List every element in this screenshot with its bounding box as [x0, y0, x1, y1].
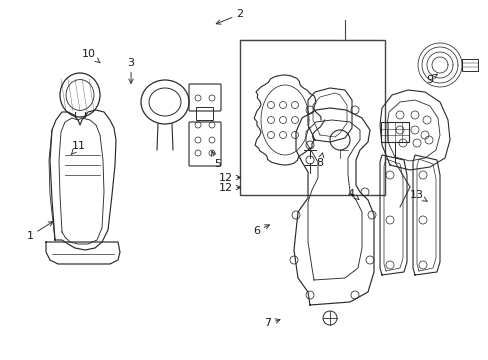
- Bar: [240, 40, 384, 195]
- Text: 3: 3: [127, 58, 134, 83]
- Text: 2: 2: [216, 9, 243, 24]
- Text: 4: 4: [347, 189, 358, 199]
- Text: 5: 5: [211, 151, 221, 169]
- Bar: [461, 59, 477, 71]
- Text: 13: 13: [409, 190, 427, 202]
- Text: 9: 9: [425, 74, 436, 85]
- Text: 1: 1: [27, 222, 53, 241]
- Text: 7: 7: [264, 318, 280, 328]
- Text: 12: 12: [219, 183, 240, 193]
- Text: 11: 11: [71, 141, 86, 154]
- Bar: [380, 122, 408, 142]
- Text: 10: 10: [82, 49, 100, 63]
- Text: 12: 12: [219, 173, 240, 183]
- Text: 6: 6: [253, 225, 269, 236]
- Text: 8: 8: [316, 153, 323, 168]
